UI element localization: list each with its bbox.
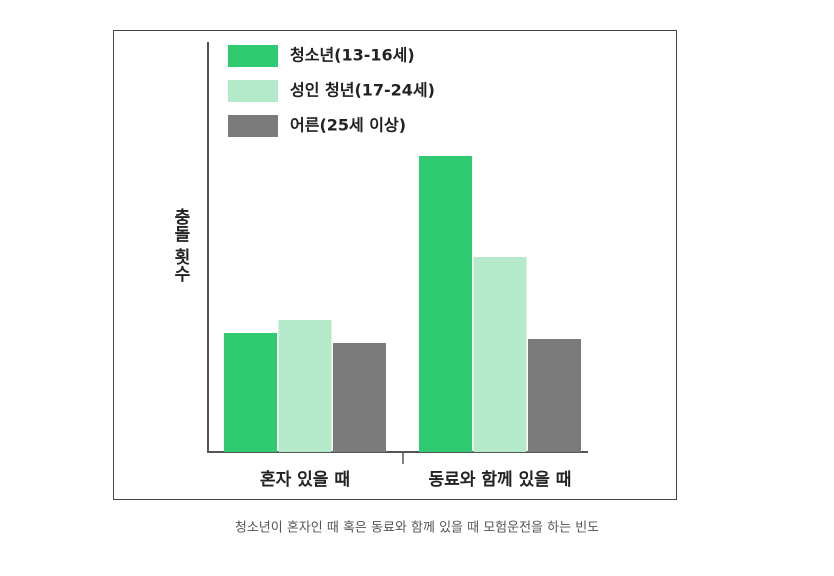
x-tick-label: 동료와 함께 있을 때 [429,469,572,490]
chart-frame [113,30,677,500]
legend-swatch [228,115,278,137]
legend-swatch [228,80,278,102]
x-tick-label: 혼자 있을 때 [260,469,350,490]
bar [224,333,277,452]
bar [333,343,386,452]
bar [278,320,332,452]
bar [473,257,527,452]
legend-label: 청소년(13-16세) [290,46,415,65]
y-axis-label: 충돌 횟수 [170,208,190,283]
bar [419,156,472,452]
caption: 청소년이 혼자인 때 혹은 동료와 함께 있을 때 모험운전을 하는 빈도 [235,521,599,536]
bar [528,339,581,452]
legend-label: 성인 청년(17-24세) [290,81,435,100]
legend-label: 어른(25세 이상) [290,116,406,135]
legend-swatch [228,45,278,67]
